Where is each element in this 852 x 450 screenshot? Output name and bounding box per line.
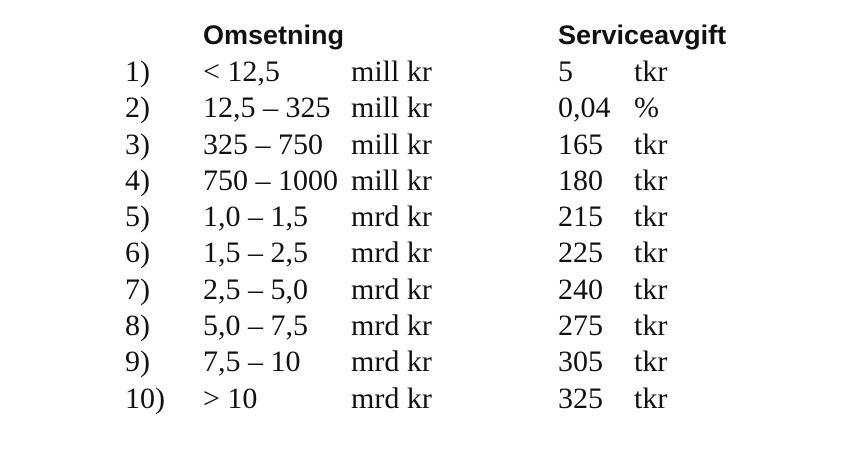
table-row: 5) 1,0 – 1,5 mrd kr 215 tkr: [0, 199, 852, 235]
row-number: 10): [125, 381, 165, 415]
row-number: 7): [125, 272, 150, 306]
table-row: 9) 7,5 – 10 mrd kr 305 tkr: [0, 344, 852, 380]
service-fee-unit: tkr: [634, 127, 668, 161]
table-row: 2) 12,5 – 325 mill kr 0,04 %: [0, 90, 852, 126]
service-fee-unit: tkr: [634, 272, 668, 306]
service-fee: 325: [558, 381, 603, 415]
row-number: 1): [125, 55, 150, 88]
turnover-unit: mrd kr: [351, 345, 432, 379]
row-number: 2): [125, 91, 150, 125]
row-number: 9): [125, 345, 150, 379]
service-fee-unit: tkr: [634, 345, 668, 379]
turnover-range: > 10: [203, 381, 258, 415]
table-row: 1) < 12,5 mill kr 5 tkr: [0, 54, 852, 90]
turnover-unit: mill kr: [351, 127, 432, 161]
service-fee: 275: [558, 309, 603, 343]
turnover-unit: mrd kr: [351, 381, 432, 415]
service-fee-unit: tkr: [634, 236, 668, 270]
turnover-unit: mill kr: [351, 163, 432, 197]
service-fee: 165: [558, 127, 603, 161]
row-number: 4): [125, 163, 150, 197]
turnover-range: 5,0 – 7,5: [203, 309, 308, 343]
turnover-unit: mrd kr: [351, 309, 432, 343]
fee-table: 1) < 12,5 mill kr 5 tkr 2) 12,5 – 325 mi…: [0, 54, 852, 417]
table-row: 4) 750 – 1000 mill kr 180 tkr: [0, 163, 852, 199]
row-number: 8): [125, 309, 150, 343]
table-row: 7) 2,5 – 5,0 mrd kr 240 tkr: [0, 272, 852, 308]
row-number: 3): [125, 127, 150, 161]
table-row: 3) 325 – 750 mill kr 165 tkr: [0, 127, 852, 163]
service-fee: 225: [558, 236, 603, 270]
header-omsetning: Omsetning: [203, 20, 345, 50]
service-fee-unit: %: [634, 91, 659, 125]
turnover-range: 750 – 1000: [203, 163, 338, 197]
turnover-range: 7,5 – 10: [203, 345, 301, 379]
turnover-unit: mrd kr: [351, 236, 432, 270]
turnover-unit: mill kr: [351, 91, 432, 125]
turnover-range: 1,5 – 2,5: [203, 236, 308, 270]
service-fee-unit: tkr: [634, 381, 668, 415]
service-fee-unit: tkr: [634, 163, 668, 197]
service-fee: 305: [558, 345, 603, 379]
service-fee-unit: tkr: [634, 309, 668, 343]
row-number: 6): [125, 236, 150, 270]
turnover-unit: mrd kr: [351, 200, 432, 234]
header-serviceavgift: Serviceavgift: [558, 20, 727, 50]
table-row: 6) 1,5 – 2,5 mrd kr 225 tkr: [0, 235, 852, 271]
turnover-unit: mrd kr: [351, 272, 432, 306]
turnover-range: < 12,5: [203, 55, 280, 88]
turnover-range: 12,5 – 325: [203, 91, 331, 125]
service-fee: 215: [558, 200, 603, 234]
turnover-unit: mill kr: [351, 55, 432, 88]
turnover-range: 2,5 – 5,0: [203, 272, 308, 306]
service-fee-unit: tkr: [634, 55, 668, 88]
service-fee: 240: [558, 272, 603, 306]
service-fee: 0,04: [558, 91, 611, 125]
service-fee: 5: [558, 55, 573, 88]
table-row: 8) 5,0 – 7,5 mrd kr 275 tkr: [0, 308, 852, 344]
table-row: 10) > 10 mrd kr 325 tkr: [0, 381, 852, 417]
row-number: 5): [125, 200, 150, 234]
turnover-range: 325 – 750: [203, 127, 323, 161]
service-fee-unit: tkr: [634, 200, 668, 234]
service-fee: 180: [558, 163, 603, 197]
turnover-range: 1,0 – 1,5: [203, 200, 308, 234]
